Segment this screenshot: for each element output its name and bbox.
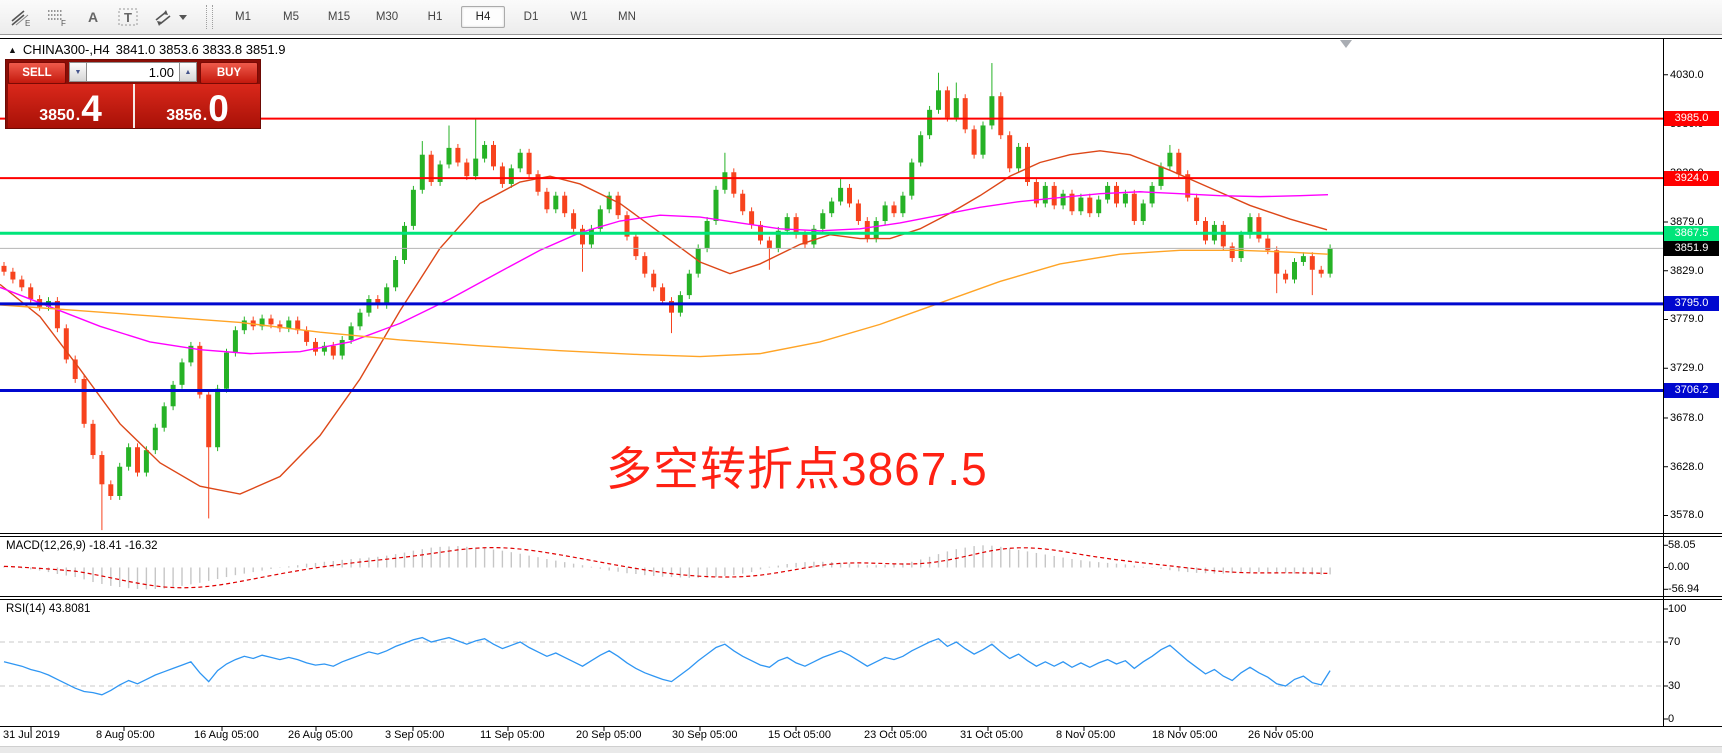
timeframe-d1[interactable]: D1 <box>523 11 539 23</box>
timeframe-h1[interactable]: H1 <box>427 11 443 23</box>
macd-panel[interactable] <box>0 537 1663 596</box>
rsi-tick-label: 30 <box>1668 679 1681 692</box>
timeframe-m1[interactable]: M1 <box>235 11 251 23</box>
level-badge: 3985.0 <box>1664 111 1719 127</box>
date-label: 30 Sep 05:00 <box>672 729 738 741</box>
volume-increase-icon[interactable]: ▲ <box>179 62 197 82</box>
date-label: 23 Oct 05:00 <box>864 729 927 741</box>
date-label: 16 Aug 05:00 <box>194 729 259 741</box>
level-badge: 3706.2 <box>1664 382 1719 398</box>
buy-button[interactable]: BUY <box>200 62 258 84</box>
timeframe-group: M1 M5 M15 M30 H1 H4 D1 W1 MN <box>221 6 653 28</box>
date-label: 20 Sep 05:00 <box>576 729 642 741</box>
fibonacci-icon[interactable]: F <box>42 3 72 31</box>
level-badge: 3867.5 <box>1664 225 1719 241</box>
date-label: 31 Jul 2019 <box>3 729 60 741</box>
drawing-tools-group: E F A T <box>0 3 192 31</box>
buy-price-dot: . <box>202 107 208 124</box>
macd-label: MACD(12,26,9) -18.41 -16.32 <box>6 540 158 552</box>
symbol-name: CHINA300-,H4 <box>22 42 110 57</box>
equidistant-channel-icon[interactable]: E <box>6 3 36 31</box>
arrows-icon[interactable] <box>150 3 192 31</box>
date-label: 26 Aug 05:00 <box>288 729 353 741</box>
date-label: 8 Nov 05:00 <box>1056 729 1116 741</box>
text-icon[interactable]: A <box>78 3 108 31</box>
price-tick-label: 3729.0 <box>1670 362 1704 375</box>
rsi-tick-label: 100 <box>1668 602 1687 615</box>
svg-text:E: E <box>25 19 30 27</box>
rsi-label: RSI(14) 43.8081 <box>6 603 91 615</box>
current-price-badge: 3851.9 <box>1664 240 1719 256</box>
timeframe-w1[interactable]: W1 <box>570 11 588 23</box>
symbol-header: ▲ CHINA300-,H4 3841.0 3853.6 3833.8 3851… <box>8 42 286 57</box>
date-label: 18 Nov 05:00 <box>1152 729 1218 741</box>
sell-button[interactable]: SELL <box>8 62 66 84</box>
toolbar-gap <box>0 35 1722 38</box>
collapse-panel-icon[interactable]: ▲ <box>8 44 17 55</box>
timeframe-m15[interactable]: M15 <box>327 11 351 23</box>
buy-price-big-digit: 0 <box>208 88 229 130</box>
rsi-panel[interactable] <box>0 600 1663 726</box>
macd-tick-label: 0.00 <box>1668 561 1690 573</box>
chart-top-border <box>0 38 1722 39</box>
toolbar-separator <box>206 5 213 29</box>
toolbar: E F A T <box>0 0 1722 35</box>
buy-price-button[interactable]: 3856. 0 <box>135 84 260 128</box>
level-badge: 3924.0 <box>1664 170 1719 186</box>
price-tick-label: 3678.0 <box>1670 411 1704 424</box>
price-tick-label: 3628.0 <box>1670 460 1704 473</box>
date-label: 15 Oct 05:00 <box>768 729 831 741</box>
date-label: 8 Aug 05:00 <box>96 729 155 741</box>
sell-price-button[interactable]: 3850. 4 <box>8 84 133 128</box>
sell-price-main: 3850 <box>39 107 75 124</box>
level-badge: 3795.0 <box>1664 296 1719 312</box>
volume-spinner: ▼ 1.00 ▲ <box>69 62 197 82</box>
date-label: 3 Sep 05:00 <box>385 729 445 741</box>
macd-tick-label: -56.94 <box>1668 582 1700 595</box>
sell-price-big-digit: 4 <box>81 88 102 130</box>
volume-decrease-icon[interactable]: ▼ <box>69 62 87 82</box>
rsi-tick-label: 70 <box>1668 635 1681 648</box>
price-tick-label: 4030.0 <box>1670 68 1704 81</box>
timeframe-m30[interactable]: M30 <box>375 11 399 23</box>
volume-field[interactable]: 1.00 <box>87 62 179 82</box>
window-bottom-edge <box>0 746 1722 753</box>
svg-text:F: F <box>61 19 66 27</box>
svg-text:A: A <box>88 9 98 25</box>
date-label: 26 Nov 05:00 <box>1248 729 1314 741</box>
chart-annotation-text: 多空转折点3867.5 <box>606 443 988 495</box>
svg-text:T: T <box>124 10 132 25</box>
sell-price-dot: . <box>75 107 81 124</box>
symbol-ohlc: 3841.0 3853.6 3833.8 3851.9 <box>115 42 286 57</box>
timeframe-mn[interactable]: MN <box>618 11 636 23</box>
price-tick-label: 3879.0 <box>1670 215 1704 228</box>
timeframe-h4[interactable]: H4 <box>461 6 505 28</box>
price-tick-label: 3578.0 <box>1670 509 1704 522</box>
price-tick-label: 3829.0 <box>1670 264 1704 277</box>
chart-shift-marker[interactable] <box>1340 40 1352 48</box>
date-label: 11 Sep 05:00 <box>480 729 545 741</box>
price-divider <box>133 84 135 128</box>
price-tick-label: 3779.0 <box>1670 313 1704 326</box>
buy-price-main: 3856 <box>166 107 202 124</box>
date-label: 31 Oct 05:00 <box>960 729 1023 741</box>
rsi-tick-label: 0 <box>1668 712 1675 725</box>
one-click-trade-panel: SELL ▼ 1.00 ▲ BUY 3850. 4 3856. 0 <box>5 59 261 129</box>
text-label-icon[interactable]: T <box>114 3 144 31</box>
timeframe-m5[interactable]: M5 <box>283 11 299 23</box>
macd-tick-label: 58.05 <box>1668 538 1696 551</box>
